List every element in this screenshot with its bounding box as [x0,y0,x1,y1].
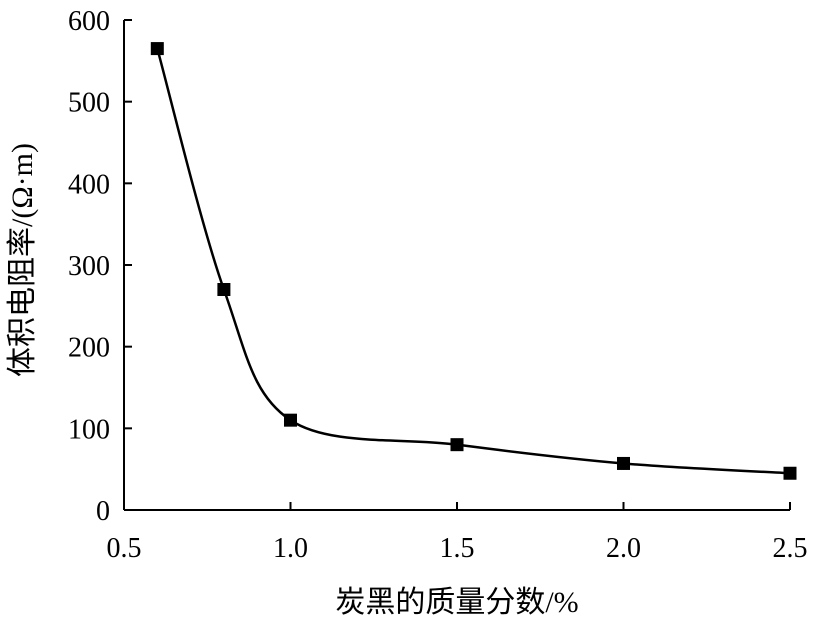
data-point-2 [284,413,297,427]
data-point-5 [783,466,797,480]
x-tick-label: 0.5 [107,533,142,564]
y-tick-label: 0 [96,496,110,527]
y-axis-label: 体积电阻率/(Ω·m) [6,143,39,377]
x-tick-label: 1.5 [440,533,475,564]
data-markers [150,42,797,480]
data-point-0 [150,42,164,56]
x-tick-label: 1.0 [273,533,308,564]
y-tick-label: 500 [68,88,110,119]
series-curve [156,48,791,475]
x-axis-label: 炭黑的质量分数/% [335,586,578,619]
y-tick-label: 400 [68,169,110,200]
y-tick-label: 200 [68,333,110,364]
data-point-4 [617,456,630,470]
data-point-3 [450,438,464,452]
y-tick-label: 600 [68,6,110,37]
y-axis-ticks: 0 100 200 300 400 500 600 [68,6,132,527]
data-point-1 [217,283,231,296]
y-tick-label: 300 [68,251,110,282]
x-axis-ticks: 0.5 1.0 1.5 2.0 2.5 [107,502,808,564]
x-tick-label: 2.5 [773,533,808,564]
x-tick-label: 2.0 [606,533,641,564]
y-tick-label: 100 [68,414,110,445]
